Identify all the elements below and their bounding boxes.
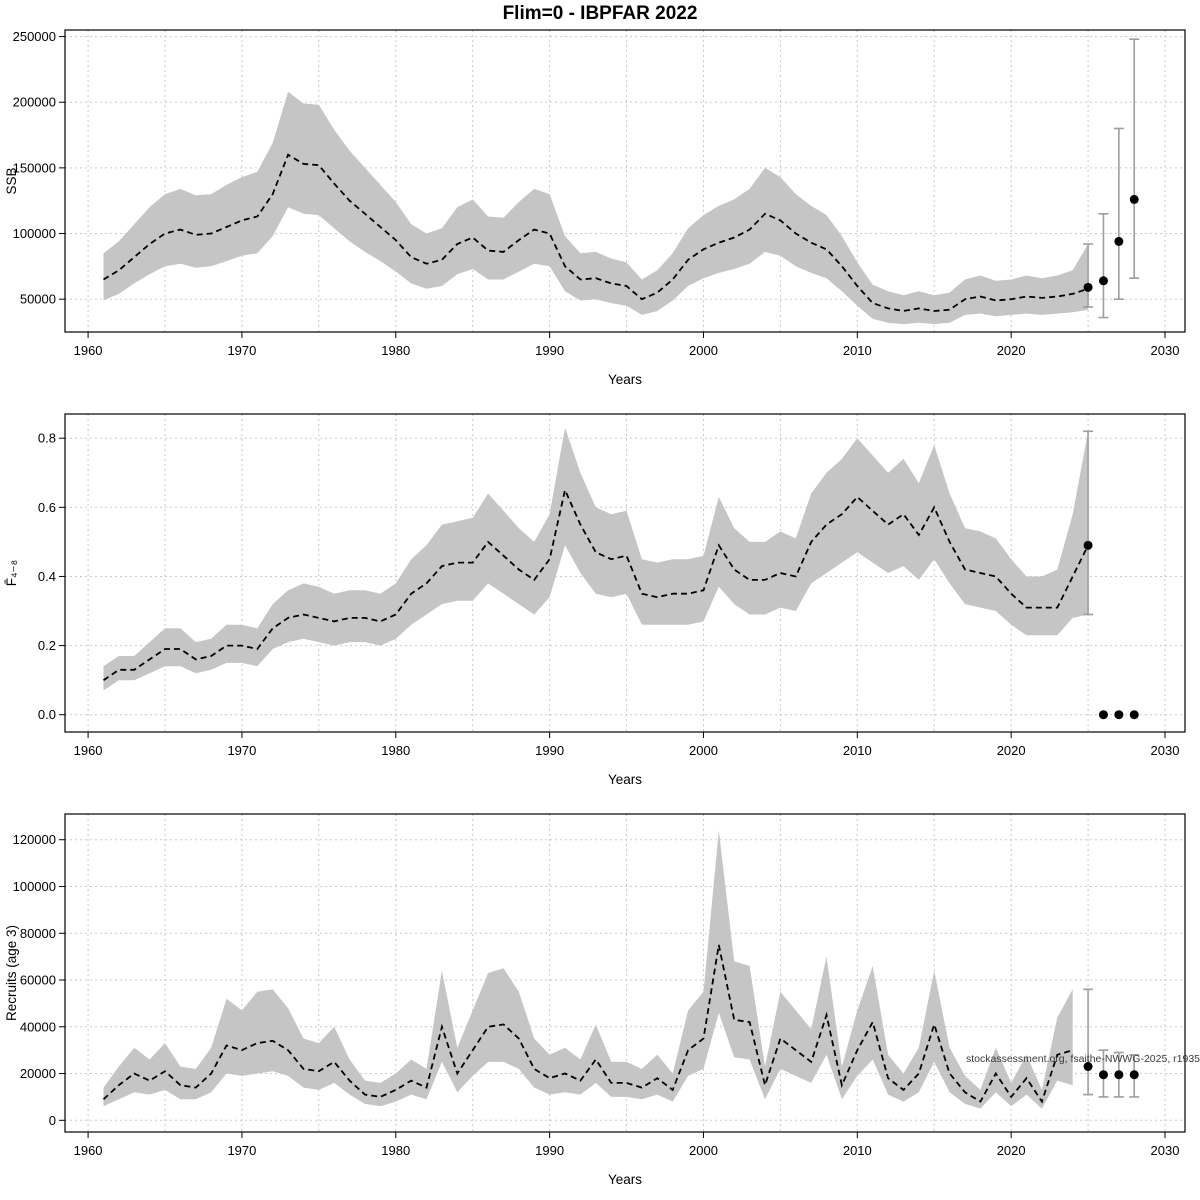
y-axis-title: SSB xyxy=(4,167,19,194)
x-tick-label: 1960 xyxy=(74,343,103,358)
y-tick-label: 0.2 xyxy=(38,638,56,653)
confidence-band xyxy=(103,427,1089,691)
y-tick-label: 0.6 xyxy=(38,500,56,515)
estimate-line xyxy=(102,944,1073,1104)
forecast-points xyxy=(1083,1062,1139,1080)
x-axis-title: Years xyxy=(608,372,642,387)
axes: 1960 1970 1980 1990 2000 2010 2020 2030 50000 100… xyxy=(4,29,1179,387)
plot-border xyxy=(64,813,1186,1133)
ssb-chart: 1960 1970 1980 1990 2000 2010 2020 2030 50000 100… xyxy=(4,29,1186,387)
x-tick-label: 2010 xyxy=(843,343,872,358)
plot-border xyxy=(64,29,1186,333)
y-tick-label: 0.8 xyxy=(38,431,56,446)
recruits-chart: 1960 1970 1980 1990 2000 2010 2020 2030 0 20000 40… xyxy=(4,813,1186,1187)
x-tick-label: 1990 xyxy=(535,343,564,358)
plot-border xyxy=(64,413,1186,733)
x-tick-label: 2030 xyxy=(1151,1143,1180,1158)
x-tick-label: 2000 xyxy=(689,743,718,758)
x-tick-label: 2000 xyxy=(689,343,718,358)
x-tick-label: 1960 xyxy=(74,743,103,758)
x-tick-label: 2020 xyxy=(997,743,1026,758)
y-tick-label: 100000 xyxy=(13,226,56,241)
y-tick-label: 0.4 xyxy=(38,569,56,584)
x-tick-label: 2020 xyxy=(997,1143,1026,1158)
x-tick-label: 1980 xyxy=(381,343,410,358)
y-tick-label: 60000 xyxy=(20,973,56,988)
forecast-errorbars xyxy=(1083,988,1140,1098)
axes: 1960 1970 1980 1990 2000 2010 2020 2030 0 20000 40… xyxy=(4,832,1179,1187)
y-axis-title: F̄₄₋₈ xyxy=(4,560,19,586)
axes: 1960 1970 1980 1990 2000 2010 2020 2030 0.0 0.2 0.… xyxy=(4,431,1179,787)
y-tick-label: 40000 xyxy=(20,1019,56,1034)
x-tick-label: 2010 xyxy=(843,1143,872,1158)
y-tick-label: 100000 xyxy=(13,879,56,894)
y-tick-label: 150000 xyxy=(13,160,56,175)
forecast-points xyxy=(1083,194,1139,292)
x-tick-label: 1970 xyxy=(227,343,256,358)
y-tick-label: 200000 xyxy=(13,95,56,110)
estimate-line xyxy=(102,487,1089,681)
x-axis-title: Years xyxy=(608,1172,642,1187)
x-tick-label: 2010 xyxy=(843,743,872,758)
forecast-errorbars xyxy=(1083,430,1094,616)
estimate-line xyxy=(103,153,1089,312)
watermark-text: stockassessment.org, fsaithe-NWWG-2025, … xyxy=(966,1053,1200,1065)
y-tick-label: 250000 xyxy=(13,29,56,44)
y-tick-label: 0.0 xyxy=(38,707,56,722)
x-tick-label: 1980 xyxy=(381,743,410,758)
y-tick-label: 0 xyxy=(49,1113,56,1128)
x-tick-label: 1970 xyxy=(227,743,256,758)
x-tick-label: 1990 xyxy=(535,1143,564,1158)
x-tick-label: 2000 xyxy=(689,1143,718,1158)
forecast-errorbars xyxy=(1083,38,1140,319)
x-tick-label: 1960 xyxy=(74,1143,103,1158)
y-axis-title: Recruits (age 3) xyxy=(4,925,19,1021)
x-tick-label: 2020 xyxy=(997,343,1026,358)
forecast-points xyxy=(1083,540,1139,720)
x-tick-label: 1970 xyxy=(227,1143,256,1158)
figure-title: Flim=0 - IBPFAR 2022 xyxy=(502,3,698,24)
confidence-band xyxy=(103,830,1073,1109)
x-tick-label: 2030 xyxy=(1151,343,1180,358)
x-tick-label: 2030 xyxy=(1151,743,1180,758)
confidence-band xyxy=(103,91,1089,325)
x-tick-label: 1990 xyxy=(535,743,564,758)
y-tick-label: 120000 xyxy=(13,832,56,847)
y-tick-label: 50000 xyxy=(20,292,56,307)
y-tick-label: 80000 xyxy=(20,926,56,941)
x-axis-title: Years xyxy=(608,772,642,787)
fbar-chart: 1960 1970 1980 1990 2000 2010 2020 2030 0.0 0.2 0.… xyxy=(4,413,1186,787)
x-tick-label: 1980 xyxy=(381,1143,410,1158)
y-tick-label: 20000 xyxy=(20,1066,56,1081)
